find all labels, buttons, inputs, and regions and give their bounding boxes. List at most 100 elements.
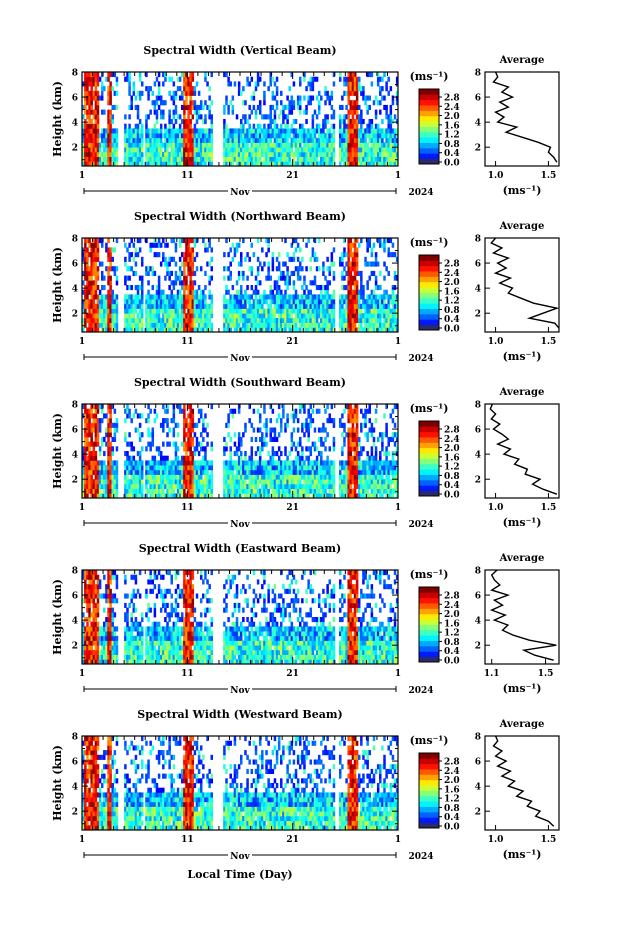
heatmap-cell (269, 455, 272, 461)
heatmap-cell (136, 238, 140, 244)
heatmap-cell (208, 142, 211, 148)
heatmap-cell (273, 133, 277, 139)
heatmap-cell (383, 299, 386, 305)
heatmap-cell (242, 294, 245, 300)
heatmap-cell (387, 313, 390, 319)
heatmap-cell (178, 137, 182, 143)
heatmap-cell (181, 294, 184, 300)
heatmap-cell (347, 308, 350, 314)
heatmap-cell (355, 147, 359, 153)
heatmap-cell (86, 137, 89, 143)
heatmap-cell (155, 313, 159, 319)
heatmap-cell (395, 76, 399, 82)
heatmap-cell (84, 266, 87, 272)
heatmap-cell (315, 161, 319, 167)
heatmap-cell (387, 147, 390, 153)
heatmap-cell (130, 294, 133, 300)
heatmap-cell (324, 308, 327, 314)
heatmap-cell (126, 147, 129, 153)
heatmap-cell (379, 303, 382, 309)
heatmap-cell (210, 266, 214, 272)
heatmap-cell (193, 133, 197, 139)
heatmap-cell (339, 261, 342, 267)
heatmap-cell (128, 151, 131, 157)
heatmap-cell (183, 303, 186, 309)
heatmap-cell (126, 327, 129, 333)
heatmap-cell (353, 128, 357, 134)
heatmap-cell (355, 313, 359, 319)
heatmap-cell (258, 280, 262, 286)
heatmap-cell (178, 95, 182, 101)
heatmap-cell (86, 247, 89, 253)
heatmap-cell (271, 308, 275, 314)
heatmap-cell (345, 285, 348, 291)
heatmap-cell (193, 469, 197, 475)
heatmap-cell (88, 488, 91, 494)
heatmap-cell (339, 294, 342, 300)
heatmap-cell (357, 86, 361, 92)
heatmap-cell (298, 128, 302, 134)
heatmap-cell (206, 247, 209, 253)
heatmap-cell (164, 242, 167, 248)
heatmap-cell (280, 327, 283, 333)
heatmap-cell (248, 137, 251, 143)
heatmap-cell (273, 280, 277, 286)
heatmap-cell (157, 313, 161, 319)
heatmap-cell (347, 109, 350, 115)
heatmap-cell (153, 294, 157, 300)
heatmap-cell (368, 275, 372, 281)
heatmap-cell (383, 72, 386, 78)
heatmap-cell (178, 289, 182, 295)
heatmap-cell (107, 436, 110, 442)
heatmap-cell (187, 86, 190, 92)
heatmap-cell (353, 327, 357, 333)
month-label-bg (228, 351, 252, 363)
heatmap-cell (235, 247, 239, 253)
heatmap-cell (90, 247, 93, 253)
heatmap-cell (233, 137, 237, 143)
heatmap-cell (298, 147, 302, 153)
heatmap-cell (227, 465, 230, 471)
heatmap-cell (155, 128, 159, 134)
heatmap-cell (273, 109, 277, 115)
heatmap-cell (303, 294, 306, 300)
heatmap-cell (311, 81, 315, 87)
heatmap-cell (227, 460, 230, 466)
heatmap-cell (242, 142, 245, 148)
heatmap-cell (307, 151, 310, 157)
heatmap-cell (231, 133, 235, 139)
heatmap-cell (92, 418, 96, 424)
heatmap-cell (82, 252, 85, 258)
heatmap-cell (134, 156, 138, 162)
heatmap-cell (258, 308, 262, 314)
heatmap-cell (151, 147, 155, 153)
heatmap-cell (364, 317, 367, 323)
heatmap-cell (96, 313, 100, 319)
heatmap-cell (140, 303, 144, 309)
heatmap-cell (107, 266, 110, 272)
heatmap-cell (90, 123, 93, 129)
heatmap-cell (105, 469, 108, 475)
heatmap-cell (250, 147, 254, 153)
heatmap-cell (193, 142, 197, 148)
heatmap-cell (326, 133, 329, 139)
heatmap-cell (303, 156, 306, 162)
heatmap-cell (84, 451, 87, 457)
heatmap-cell (208, 161, 211, 167)
heatmap-cell (189, 299, 192, 305)
heatmap-cell (183, 436, 186, 442)
heatmap-cell (368, 95, 372, 101)
heatmap-cell (271, 427, 275, 433)
heatmap-cell (355, 317, 359, 323)
heatmap-cell (389, 308, 393, 314)
heatmap-cell (258, 327, 262, 333)
heatmap-cell (349, 266, 353, 272)
heatmap-cell (263, 137, 266, 143)
heatmap-cell (86, 123, 89, 129)
heatmap-cell (345, 327, 348, 333)
heatmap-cell (162, 441, 165, 447)
heatmap-cell (124, 142, 127, 148)
heatmap-cell (170, 322, 173, 328)
heatmap-cell (94, 285, 98, 291)
heatmap-cell (383, 242, 386, 248)
